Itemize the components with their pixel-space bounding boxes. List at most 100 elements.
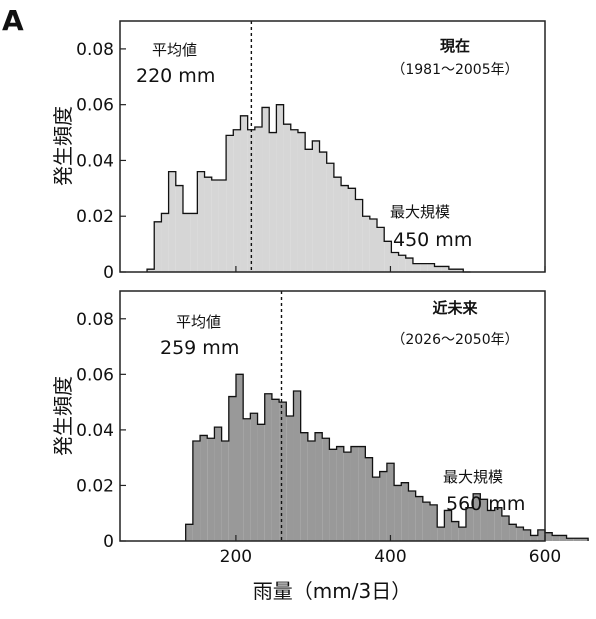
histogram-bar-near-future [243,418,251,541]
histogram-bar-near-future [530,535,538,541]
histogram-bar-present [362,216,370,272]
histogram-bar-near-future [271,399,280,541]
histogram-bar-present [412,263,421,272]
histogram-outline-present [146,104,471,273]
histogram-bar-present [297,132,306,272]
subtitle-near-future: （2026～2050年） [391,332,518,348]
histogram-bar-present [326,163,334,272]
histogram-bar-present [333,177,342,272]
histogram-bar-near-future [250,413,258,541]
y-axis-ticks-near-future: 0 0.02 0.04 0.06 0.08 [76,310,126,552]
histogram-bar-present [204,177,212,272]
panel-label: A [2,4,24,37]
histogram-bar-present [420,263,428,272]
histogram-bar-near-future [451,521,459,541]
title-near-future: 近未来 [432,299,478,317]
histogram-bar-near-future [235,374,244,541]
histogram-bar-present [348,188,356,272]
panel-present: 0 0.02 0.04 0.06 0.08 発生頻度 現在 （1981～2005年） 平… [51,20,546,283]
histogram-bar-near-future [214,427,222,541]
x-tick-label: 200 [220,547,252,567]
histogram-bar-near-future [444,510,452,541]
histogram-bar-near-future [401,482,409,541]
histogram-bar-near-future [286,416,294,541]
histogram-bar-near-future [415,496,423,541]
y-tick-label: 0.02 [76,476,114,496]
histogram-bar-near-future [307,441,316,541]
histogram-bar-present [283,124,291,272]
y-tick-label: 0.06 [76,365,114,385]
mean-value-near-future: 259 mm [160,337,239,359]
histogram-bar-near-future [473,493,481,541]
histogram-bar-present [168,171,176,272]
subtitle-present: （1981～2005年） [391,62,518,78]
y-tick-label: 0.04 [76,421,114,441]
histogram-bar-near-future [552,535,560,541]
x-axis-label: 雨量（mm/3日） [253,579,411,603]
histogram-bar-near-future [566,538,574,541]
histogram-bar-present [276,104,284,272]
histogram-bar-present [341,185,349,272]
histogram-bar-near-future [545,532,553,541]
y-tick-label: 0.04 [76,151,114,171]
histogram-bar-near-future [509,524,517,541]
histogram-bar-present [427,263,435,272]
max-label-present: 最大規模 [390,203,450,221]
histogram-bar-present [369,219,378,272]
y-tick-label: 0 [103,532,114,552]
histogram-bar-present [441,266,449,272]
histogram-bar-near-future [422,502,431,541]
histogram-bar-near-future [559,535,567,541]
title-present: 現在 [440,37,470,55]
histogram-bar-near-future [207,438,215,541]
histogram-bar-near-future [257,424,265,541]
histogram-bar-near-future [465,507,474,541]
histogram-bar-present [456,269,464,272]
y-axis-ticks-present: 0 0.02 0.04 0.06 0.08 [76,40,126,283]
histogram-bar-near-future [343,452,351,541]
histogram-bar-present [384,241,392,272]
histogram-bar-near-future [200,435,208,541]
histogram-bar-present [305,149,313,272]
y-axis-label-present: 発生頻度 [51,106,75,186]
histogram-bar-near-future [523,529,531,541]
histogram-bar-near-future [336,446,344,541]
histogram-bar-near-future [386,463,395,541]
histogram-bar-near-future [580,538,589,541]
histogram-bar-present [161,213,169,272]
histogram-bar-present [254,126,263,272]
histogram-bar-present [448,269,457,272]
y-tick-label: 0 [103,263,114,283]
histogram-bar-near-future [358,446,366,541]
histogram-bar-near-future [279,402,287,541]
mean-label-near-future: 平均値 [176,313,221,331]
histogram-bar-present [355,199,363,272]
x-tick-label: 400 [374,547,406,567]
histogram-bar-near-future [430,504,438,541]
y-tick-label: 0.02 [76,207,114,227]
histogram-bar-present [240,115,248,272]
max-value-near-future: 560 mm [446,493,525,515]
histogram-bar-present [319,152,327,272]
x-axis-ticks-near-future: 200 400 600 [220,535,561,567]
histogram-bar-present [290,129,298,272]
histogram-bar-near-future [537,529,545,541]
max-value-present: 450 mm [393,229,472,251]
y-tick-label: 0.06 [76,96,114,116]
histogram-bar-near-future [322,438,330,541]
histogram-bar-near-future [501,516,510,541]
max-label-near-future: 最大規模 [443,468,503,486]
histogram-bar-present [211,179,219,272]
histogram-bar-present [226,135,234,272]
histogram-bar-near-future [437,527,445,541]
panel-near-future: 0 0.02 0.04 0.06 0.08 200 400 600 発生頻度 近未来 （20… [51,290,589,567]
mean-value-present: 220 mm [136,65,215,87]
histogram-bar-near-future [329,449,337,541]
histogram-bar-near-future [300,432,308,541]
histogram-bar-present [154,221,162,272]
histogram-bar-near-future [480,499,488,541]
histogram-bar-present [312,140,320,272]
histogram-bar-present [147,269,155,272]
histogram-bar-present [190,213,198,272]
histogram-bar-present [233,129,241,272]
